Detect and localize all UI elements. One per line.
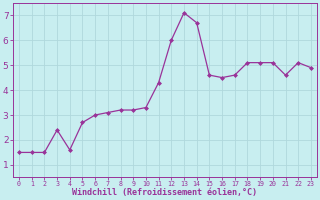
X-axis label: Windchill (Refroidissement éolien,°C): Windchill (Refroidissement éolien,°C)	[72, 188, 258, 197]
